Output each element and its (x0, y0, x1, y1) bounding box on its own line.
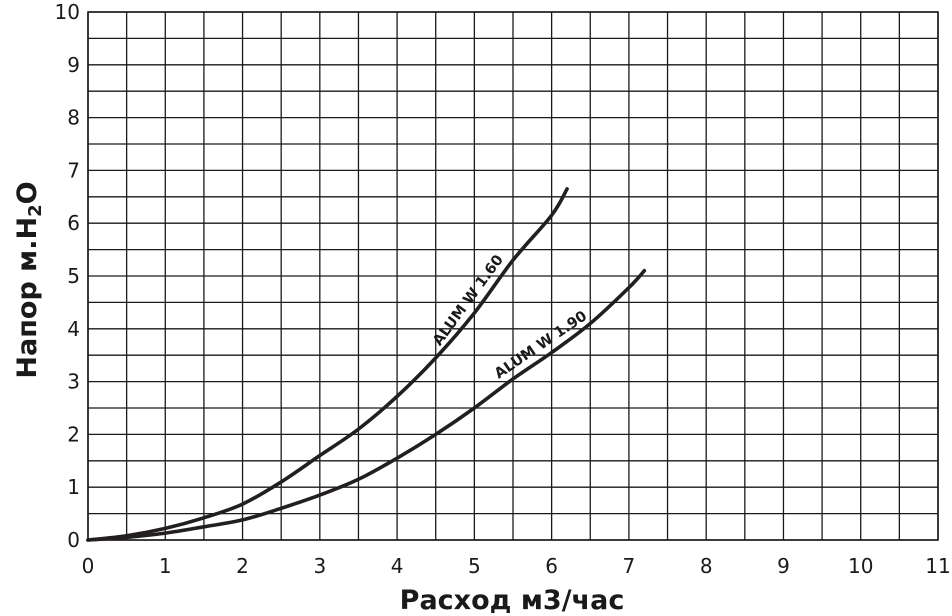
y-tick-label: 5 (67, 264, 80, 288)
curve-alum-w-1-60 (86, 187, 569, 542)
x-tick-label: 2 (236, 554, 249, 578)
y-tick-label: 6 (67, 211, 80, 235)
y-tick-label: 10 (55, 0, 80, 24)
y-tick-label: 8 (67, 106, 80, 130)
x-tick-label: 1 (159, 554, 172, 578)
x-tick-label: 5 (468, 554, 481, 578)
curve-label-alum-w-1-60: ALUM W 1.60 (430, 252, 507, 349)
y-tick-label: 4 (67, 317, 80, 341)
y-tick-label: 9 (67, 53, 80, 77)
x-tick-label: 7 (623, 554, 636, 578)
y-tick-label: 1 (67, 475, 80, 499)
x-tick-label: 11 (925, 554, 950, 578)
x-axis-title: Расход м3/час (400, 585, 625, 616)
curves (86, 187, 647, 542)
y-tick-label: 2 (67, 422, 80, 446)
x-tick-label: 4 (391, 554, 404, 578)
x-tick-label: 0 (82, 554, 95, 578)
curve-label-alum-w-1-90: ALUM W 1.90 (492, 308, 590, 382)
plot-frame (87, 11, 939, 541)
x-tick-label: 10 (848, 554, 873, 578)
y-tick-label: 0 (67, 528, 80, 552)
x-axis-ticks: 0 1 2 3 4 5 6 7 8 9 10 11 (82, 554, 951, 578)
y-tick-label: 3 (67, 370, 80, 394)
minor-gridlines (87, 11, 939, 541)
y-axis-ticks: 0 1 2 3 4 5 6 7 8 9 10 (55, 0, 80, 552)
x-tick-label: 9 (777, 554, 790, 578)
curve-alum-w-1-90 (86, 268, 647, 542)
x-tick-label: 8 (700, 554, 713, 578)
x-tick-label: 6 (545, 554, 558, 578)
y-tick-label: 7 (67, 158, 80, 182)
y-axis-title: Напор м.H2O (12, 181, 46, 378)
x-tick-label: 3 (313, 554, 326, 578)
